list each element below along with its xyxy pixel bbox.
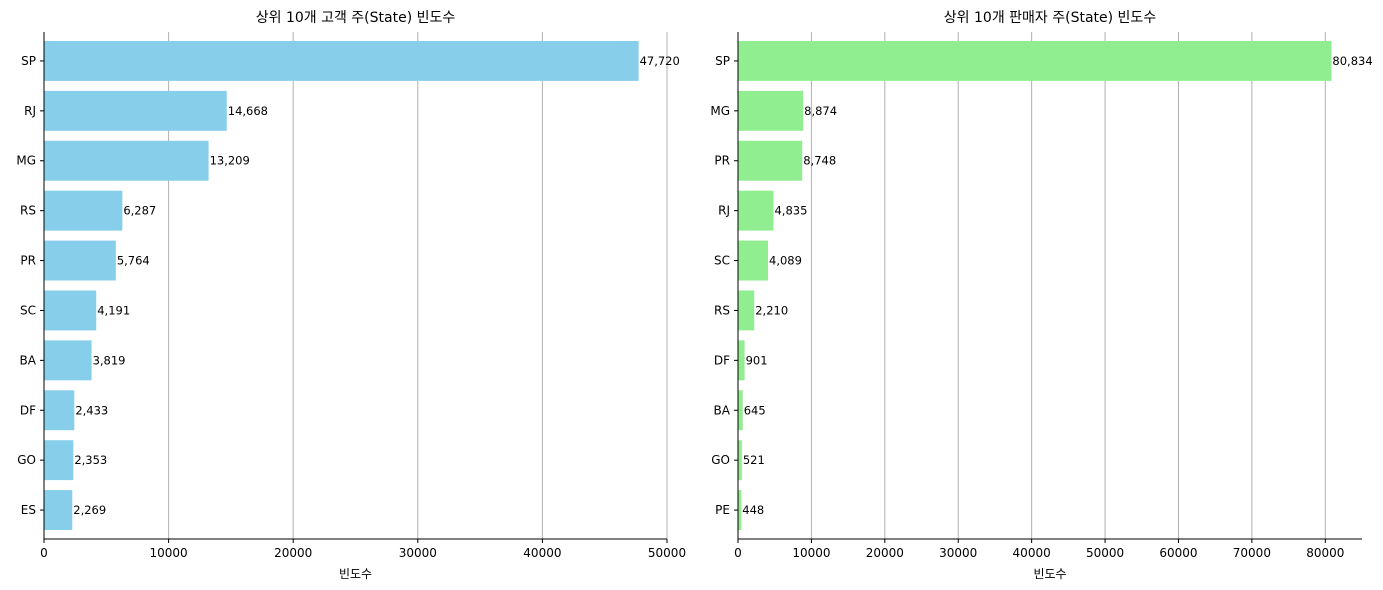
bar-sp — [738, 40, 1332, 81]
value-label-go: 521 — [743, 453, 765, 467]
value-label-rj: 14,668 — [228, 104, 268, 118]
value-label-ba: 3,819 — [93, 353, 126, 367]
xtick-label-8: 80000 — [1306, 546, 1344, 560]
bar-sc — [44, 290, 97, 331]
chart-panel-2: 80,834 SP 8,874 MG 8,748 PR 4,835 RJ 4,089 SC 2,21… — [710, 10, 1372, 581]
xtick-label-5: 50000 — [648, 546, 686, 560]
xtick-label-4: 40000 — [523, 546, 561, 560]
xtick-label-2: 20000 — [866, 546, 904, 560]
xtick-label-3: 30000 — [939, 546, 977, 560]
ytick-label-rj: RJ — [24, 104, 36, 118]
value-label-pr: 8,748 — [803, 154, 836, 168]
xtick-label-6: 60000 — [1159, 546, 1197, 560]
xtick-label-5: 50000 — [1086, 546, 1124, 560]
x-axis-label: 빈도수 — [1033, 567, 1066, 581]
ytick-label-pr: PR — [20, 254, 36, 268]
value-label-df: 901 — [746, 353, 768, 367]
bar-es — [44, 490, 73, 531]
xtick-label-4: 40000 — [1013, 546, 1051, 560]
value-label-rs: 2,210 — [755, 303, 788, 317]
chart-title: 상위 10개 판매자 주(State) 빈도수 — [944, 10, 1157, 26]
value-label-rs: 6,287 — [123, 204, 156, 218]
ytick-label-pe: PE — [715, 503, 730, 517]
ytick-label-es: ES — [21, 503, 36, 517]
value-label-df: 2,433 — [75, 403, 108, 417]
xtick-label-1: 10000 — [792, 546, 830, 560]
bar-rs — [44, 190, 123, 231]
value-label-pr: 5,764 — [117, 254, 150, 268]
chart-title: 상위 10개 고객 주(State) 빈도수 — [256, 10, 456, 26]
bar-ba — [44, 340, 92, 381]
xtick-label-0: 0 — [40, 546, 48, 560]
xtick-label-3: 30000 — [399, 546, 437, 560]
value-label-sp: 80,834 — [1332, 54, 1372, 68]
bar-pr — [738, 140, 803, 181]
bar-pr — [44, 240, 116, 281]
ytick-label-go: GO — [711, 453, 730, 467]
bar-rs — [738, 290, 755, 331]
value-label-go: 2,353 — [74, 453, 107, 467]
value-label-rj: 4,835 — [774, 204, 807, 218]
bar-mg — [44, 140, 209, 181]
bar-sp — [44, 40, 639, 81]
value-label-ba: 645 — [744, 403, 766, 417]
ytick-label-df: DF — [20, 403, 36, 417]
ytick-label-rs: RS — [714, 303, 730, 317]
ytick-label-df: DF — [714, 353, 730, 367]
xtick-label-2: 20000 — [274, 546, 312, 560]
ytick-label-pr: PR — [714, 154, 730, 168]
ytick-label-ba: BA — [714, 403, 731, 417]
bar-rj — [738, 190, 774, 231]
value-label-mg: 13,209 — [210, 154, 250, 168]
ytick-label-sc: SC — [714, 254, 730, 268]
bar-go — [44, 440, 74, 481]
value-label-sc: 4,191 — [97, 303, 130, 317]
ytick-label-sp: SP — [715, 54, 730, 68]
value-label-sp: 47,720 — [640, 54, 680, 68]
ytick-label-rj: RJ — [718, 204, 730, 218]
bar-df — [738, 340, 745, 381]
bar-ba — [738, 390, 743, 431]
value-label-sc: 4,089 — [769, 254, 802, 268]
xtick-label-7: 70000 — [1233, 546, 1271, 560]
xtick-label-0: 0 — [734, 546, 742, 560]
ytick-label-ba: BA — [20, 353, 37, 367]
bar-go — [738, 440, 742, 481]
ytick-label-mg: MG — [16, 154, 36, 168]
ytick-label-go: GO — [17, 453, 36, 467]
bar-df — [44, 390, 75, 431]
bar-mg — [738, 90, 804, 131]
ytick-label-mg: MG — [710, 104, 730, 118]
bar-pe — [738, 490, 742, 531]
xtick-label-1: 10000 — [150, 546, 188, 560]
chart-panel-1: 47,720 SP 14,668 RJ 13,209 MG 6,287 RS 5,764 PR 4,… — [16, 10, 686, 581]
bar-rj — [44, 90, 227, 131]
bar-sc — [738, 240, 769, 281]
value-label-mg: 8,874 — [804, 104, 837, 118]
x-axis-label: 빈도수 — [339, 567, 372, 581]
ytick-label-sc: SC — [20, 303, 36, 317]
value-label-pe: 448 — [742, 503, 764, 517]
value-label-es: 2,269 — [73, 503, 106, 517]
ytick-label-sp: SP — [21, 54, 36, 68]
ytick-label-rs: RS — [20, 204, 36, 218]
